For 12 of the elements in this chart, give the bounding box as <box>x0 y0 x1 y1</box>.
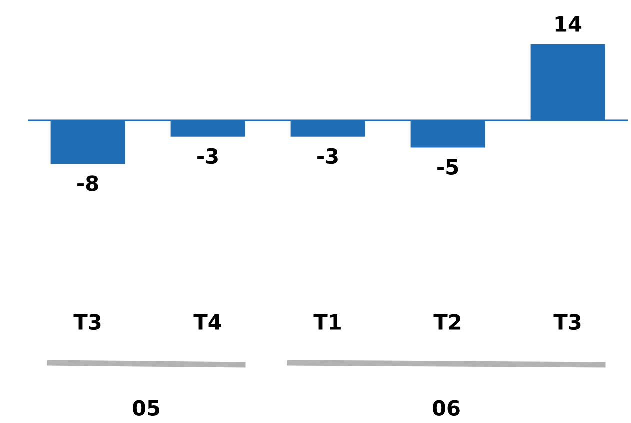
text: 05 <box>133 400 160 416</box>
x-tick-label: T3 <box>554 314 581 330</box>
x-tick-label: T1 <box>314 314 341 330</box>
data-label: -5 <box>438 160 458 175</box>
data-label: 14 <box>556 16 582 32</box>
x-tick-label: T2 <box>434 314 461 330</box>
data-label: -3 <box>198 148 218 164</box>
data-label: -8 <box>78 176 98 192</box>
x-tick-label: T3 <box>74 314 101 330</box>
text: 06 <box>433 400 460 416</box>
data-label: -3 <box>318 148 338 164</box>
x-tick-label: T4 <box>194 314 222 330</box>
